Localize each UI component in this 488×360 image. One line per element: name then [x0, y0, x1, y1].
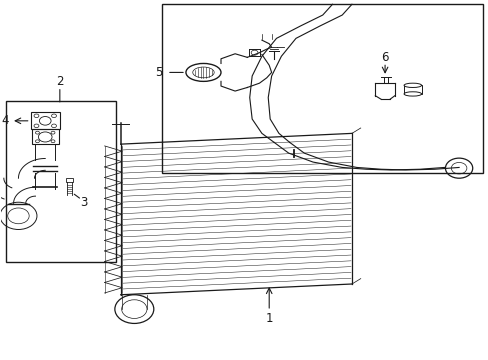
Text: 4: 4 [1, 114, 9, 127]
Bar [162, 4, 483, 173]
Bar [65, 178, 73, 182]
Text: 1: 1 [265, 311, 272, 325]
Text: 2: 2 [56, 75, 63, 88]
Text: 6: 6 [381, 51, 388, 64]
Text: 3: 3 [81, 196, 88, 209]
Text: 5: 5 [155, 66, 162, 79]
Bar [6, 101, 116, 262]
Bar [32, 130, 59, 144]
Bar [31, 112, 60, 130]
Bar [403, 85, 421, 94]
Ellipse shape [403, 83, 421, 87]
Ellipse shape [403, 92, 421, 96]
